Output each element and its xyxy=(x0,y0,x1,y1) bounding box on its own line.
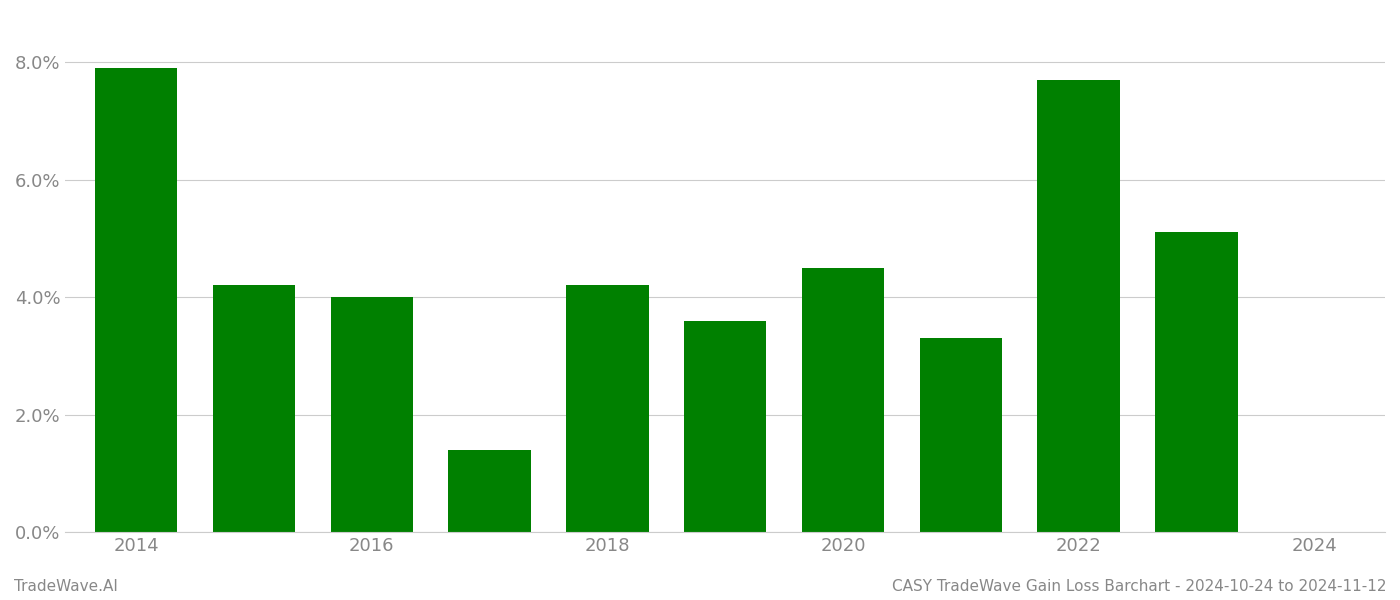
Bar xyxy=(920,338,1002,532)
Bar xyxy=(802,268,885,532)
Bar xyxy=(448,450,531,532)
Bar xyxy=(1037,80,1120,532)
Bar xyxy=(566,286,648,532)
Bar xyxy=(685,320,766,532)
Bar xyxy=(95,68,178,532)
Bar xyxy=(213,286,295,532)
Text: TradeWave.AI: TradeWave.AI xyxy=(14,579,118,594)
Bar xyxy=(330,297,413,532)
Text: CASY TradeWave Gain Loss Barchart - 2024-10-24 to 2024-11-12: CASY TradeWave Gain Loss Barchart - 2024… xyxy=(892,579,1386,594)
Bar xyxy=(1155,232,1238,532)
